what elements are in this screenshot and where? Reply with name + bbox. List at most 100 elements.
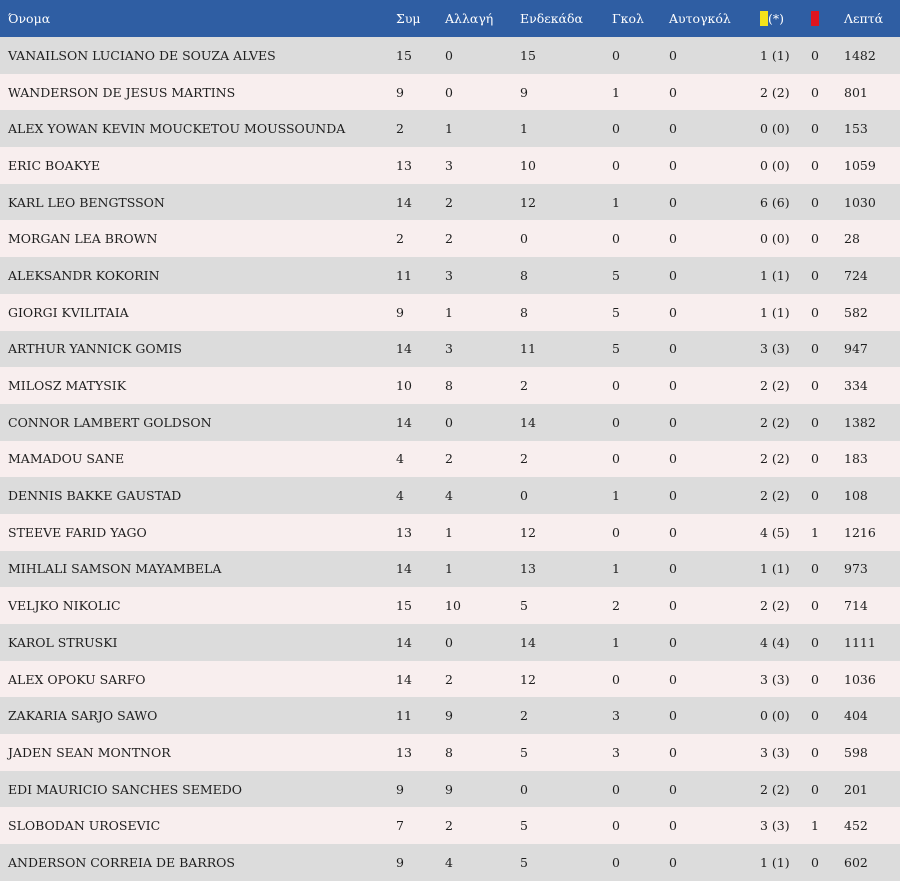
cell-subs: 2 — [445, 818, 453, 834]
cell-own-goals: 0 — [669, 414, 677, 430]
col-header-red-cards[interactable] — [803, 0, 836, 37]
col-header-yellow-cards[interactable]: (*) — [752, 0, 803, 37]
col-header-apps[interactable]: Συμ — [396, 11, 421, 26]
cell-name: ZAKARIA SARJO SAWO — [8, 708, 158, 724]
table-row[interactable]: MAMADOU SANE 4 2 2 0 0 2 (2) 0 183 — [0, 440, 900, 478]
table-row[interactable]: GIORGI KVILITAIA 9 1 8 5 0 1 (1) 0 582 — [0, 293, 900, 331]
cell-minutes: 1059 — [844, 157, 876, 173]
col-header-goals[interactable]: Γκολ — [612, 11, 644, 26]
cell-minutes: 1111 — [844, 634, 876, 650]
table-row[interactable]: JADEN SEAN MONTNOR 13 8 5 3 0 3 (3) 0 598 — [0, 734, 900, 771]
cell-yellow-cards: 1 (1) — [760, 854, 790, 870]
table-row[interactable]: ARTHUR YANNICK GOMIS 14 3 11 5 0 3 (3) 0 947 — [0, 330, 900, 368]
table-row[interactable]: ERIC BOAKYE 13 3 10 0 0 0 (0) 0 1059 — [0, 147, 900, 184]
cell-yellow-cards: 2 (2) — [760, 598, 790, 614]
cell-name: ALEKSANDR KOKORIN — [8, 267, 160, 283]
cell-subs: 9 — [445, 708, 453, 724]
cell-yellow-cards: 2 (2) — [760, 781, 790, 797]
cell-name: KARL LEO BENGTSSON — [8, 194, 165, 210]
table-row[interactable]: MILOSZ MATYSIK 10 8 2 0 0 2 (2) 0 334 — [0, 367, 900, 404]
cell-own-goals: 0 — [669, 194, 677, 210]
cell-own-goals: 0 — [669, 818, 677, 834]
cell-subs: 3 — [445, 267, 453, 283]
cell-apps: 15 — [396, 47, 412, 63]
yellow-card-icon — [760, 11, 768, 26]
col-header-own-goals[interactable]: Αυτογκόλ — [669, 11, 731, 26]
cell-own-goals: 0 — [669, 524, 677, 540]
col-header-subs[interactable]: Αλλαγή — [445, 11, 494, 26]
cell-starts: 0 — [520, 781, 528, 797]
cell-red-cards: 1 — [811, 818, 819, 834]
cell-apps: 13 — [396, 524, 412, 540]
cell-name: JADEN SEAN MONTNOR — [8, 744, 171, 760]
table-row[interactable]: ALEKSANDR KOKORIN 11 3 8 5 0 1 (1) 0 724 — [0, 257, 900, 294]
cell-minutes: 801 — [844, 84, 868, 100]
cell-starts: 5 — [520, 744, 528, 760]
cell-goals: 1 — [612, 634, 620, 650]
table-row[interactable]: MORGAN LEA BROWN 2 2 0 0 0 0 (0) 0 28 — [0, 220, 900, 258]
cell-minutes: 973 — [844, 561, 868, 577]
table-row[interactable]: ALEX YOWAN KEVIN MOUCKETOU MOUSSOUNDA 2 1 1… — [0, 110, 900, 148]
table-row[interactable]: VANAILSON LUCIANO DE SOUZA ALVES 15 0 15 0 0 1… — [0, 37, 900, 74]
table-body: VANAILSON LUCIANO DE SOUZA ALVES 15 0 15 0 0 1… — [0, 37, 900, 881]
cell-own-goals: 0 — [669, 634, 677, 650]
cell-apps: 14 — [396, 634, 412, 650]
cell-own-goals: 0 — [669, 341, 677, 357]
cell-minutes: 334 — [844, 378, 868, 394]
cell-name: VANAILSON LUCIANO DE SOUZA ALVES — [8, 47, 276, 63]
table-row[interactable]: STEEVE FARID YAGO 13 1 12 0 0 4 (5) 1 1216 — [0, 513, 900, 551]
cell-red-cards: 0 — [811, 341, 819, 357]
table-row[interactable]: ANDERSON CORREIA DE BARROS 9 4 5 0 0 1 (1) 0 602 — [0, 844, 900, 881]
cell-red-cards: 0 — [811, 304, 819, 320]
table-row[interactable]: ZAKARIA SARJO SAWO 11 9 2 3 0 0 (0) 0 404 — [0, 697, 900, 735]
table-row[interactable]: EDI MAURICIO SANCHES SEMEDO 9 9 0 0 0 2 (2) 0 20… — [0, 770, 900, 808]
table-row[interactable]: ALEX OPOKU SARFO 14 2 12 0 0 3 (3) 0 1036 — [0, 660, 900, 698]
cell-goals: 0 — [612, 47, 620, 63]
cell-red-cards: 0 — [811, 267, 819, 283]
cell-yellow-cards: 2 (2) — [760, 414, 790, 430]
cell-yellow-cards: 1 (1) — [760, 561, 790, 577]
cell-goals: 5 — [612, 267, 620, 283]
cell-yellow-cards: 2 (2) — [760, 451, 790, 467]
cell-red-cards: 0 — [811, 414, 819, 430]
cell-red-cards: 0 — [811, 598, 819, 614]
cell-red-cards: 0 — [811, 671, 819, 687]
table-row[interactable]: DENNIS BAKKE GAUSTAD 4 4 0 1 0 2 (2) 0 108 — [0, 477, 900, 514]
cell-goals: 0 — [612, 854, 620, 870]
table-row[interactable]: CONNOR LAMBERT GOLDSON 14 0 14 0 0 2 (2) 0 1382 — [0, 403, 900, 441]
cell-name: GIORGI KVILITAIA — [8, 304, 129, 320]
cell-apps: 4 — [396, 451, 404, 467]
table-row[interactable]: WANDERSON DE JESUS MARTINS 9 0 9 1 0 2 (2) 0 801 — [0, 73, 900, 111]
cell-minutes: 452 — [844, 818, 868, 834]
col-header-starts[interactable]: Ενδεκάδα — [520, 11, 583, 26]
cell-apps: 10 — [396, 378, 412, 394]
table-row[interactable]: KARL LEO BENGTSSON 14 2 12 1 0 6 (6) 0 1030 — [0, 183, 900, 221]
cell-apps: 14 — [396, 561, 412, 577]
cell-subs: 9 — [445, 781, 453, 797]
cell-starts: 12 — [520, 524, 536, 540]
table-header-row: Όνομα Συμ Αλλαγή Ενδεκάδα Γκολ Αυτογκόλ … — [0, 0, 900, 37]
col-header-name[interactable]: Όνομα — [8, 11, 51, 26]
table-row[interactable]: VELJKO NIKOLIC 15 10 5 2 0 2 (2) 0 714 — [0, 587, 900, 624]
cell-red-cards: 0 — [811, 744, 819, 760]
cell-minutes: 153 — [844, 121, 868, 137]
cell-yellow-cards: 3 (3) — [760, 744, 790, 760]
table-row[interactable]: KAROL STRUSKI 14 0 14 1 0 4 (4) 0 1111 — [0, 624, 900, 661]
cell-subs: 2 — [445, 194, 453, 210]
cell-minutes: 1216 — [844, 524, 876, 540]
cell-red-cards: 0 — [811, 708, 819, 724]
cell-goals: 2 — [612, 598, 620, 614]
cell-apps: 7 — [396, 818, 404, 834]
table-row[interactable]: MIHLALI SAMSON MAYAMBELA 14 1 13 1 0 1 (1) 0 973 — [0, 550, 900, 588]
cell-minutes: 404 — [844, 708, 868, 724]
cell-goals: 0 — [612, 451, 620, 467]
cell-red-cards: 0 — [811, 194, 819, 210]
cell-goals: 0 — [612, 671, 620, 687]
table-row[interactable]: SLOBODAN UROSEVIC 7 2 5 0 0 3 (3) 1 452 — [0, 807, 900, 845]
cell-apps: 13 — [396, 157, 412, 173]
cell-own-goals: 0 — [669, 304, 677, 320]
cell-starts: 0 — [520, 488, 528, 504]
cell-name: STEEVE FARID YAGO — [8, 524, 147, 540]
col-header-minutes[interactable]: Λεπτά — [844, 11, 884, 26]
